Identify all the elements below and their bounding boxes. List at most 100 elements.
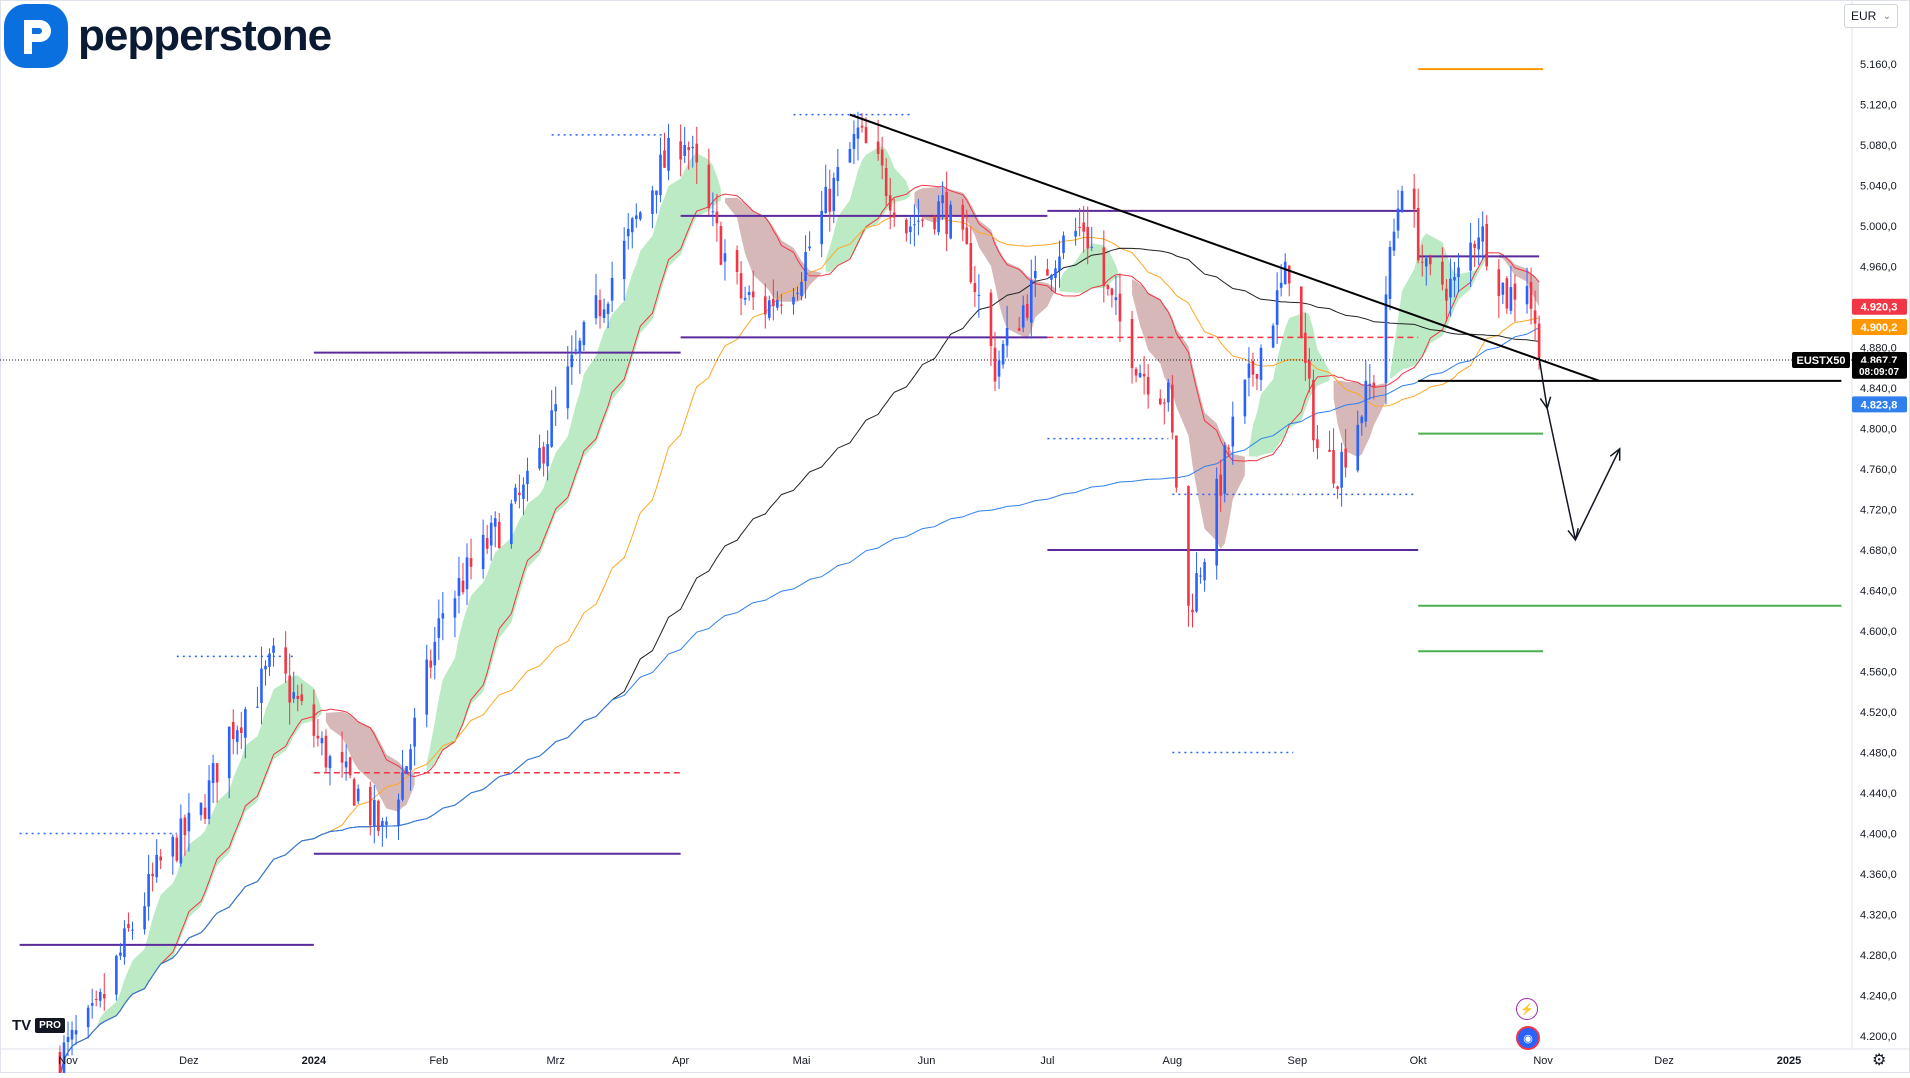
candle xyxy=(1090,246,1094,248)
candle xyxy=(187,812,191,832)
projection-arrow xyxy=(1546,408,1577,541)
candle xyxy=(179,818,183,864)
candle xyxy=(1445,288,1448,301)
tradingview-badge[interactable]: TV PRO xyxy=(12,1016,65,1034)
candle xyxy=(1505,278,1509,309)
candle xyxy=(292,692,296,699)
candle xyxy=(538,447,541,469)
logo-p-icon xyxy=(4,4,68,68)
candle xyxy=(1344,448,1347,468)
candle xyxy=(368,786,372,826)
candle xyxy=(888,195,892,211)
candle xyxy=(175,837,179,861)
ribbon-up xyxy=(426,153,721,772)
candle xyxy=(691,146,695,149)
candle xyxy=(119,952,122,956)
candle xyxy=(514,487,517,502)
trendline-layer xyxy=(849,113,1600,382)
y-tick-label: 4.600,0 xyxy=(1860,626,1897,638)
candle xyxy=(1005,328,1009,346)
candle xyxy=(1162,402,1166,404)
candle xyxy=(1509,287,1513,311)
candle xyxy=(1134,368,1138,376)
candle xyxy=(1412,188,1416,210)
candle xyxy=(356,788,360,802)
candle xyxy=(606,303,610,314)
candle xyxy=(969,243,973,283)
candle xyxy=(917,220,920,222)
candle xyxy=(1275,290,1279,325)
candle xyxy=(401,772,404,800)
candle xyxy=(1356,424,1360,471)
candle xyxy=(546,444,549,467)
candle xyxy=(1525,285,1529,305)
y-tick-label: 5.000,0 xyxy=(1860,221,1897,233)
price-labels: 4.920,34.900,24.867,708:09:074.823,8EUST… xyxy=(1792,298,1907,413)
x-tick-label: Sep xyxy=(1287,1055,1307,1067)
y-axis: 5.160,0 5.120,0 5.080,0 5.040,0 5.000,0 4.960… xyxy=(1860,59,1897,1043)
candle xyxy=(348,757,352,776)
candle xyxy=(780,304,783,306)
candle xyxy=(244,709,247,738)
levels xyxy=(0,68,1852,946)
candle xyxy=(123,928,126,958)
candle xyxy=(1138,373,1142,378)
y-tick-label: 4.520,0 xyxy=(1860,707,1897,719)
candle xyxy=(1287,265,1291,284)
trendline xyxy=(849,113,1600,382)
candle xyxy=(1110,288,1114,296)
candle xyxy=(1021,305,1025,328)
candle xyxy=(570,354,574,368)
candle xyxy=(767,300,771,318)
candle xyxy=(1078,227,1081,229)
price-tag xyxy=(1852,319,1907,336)
candle xyxy=(1130,318,1134,369)
candle xyxy=(62,1042,66,1077)
price-tag xyxy=(1852,298,1907,315)
candle xyxy=(457,578,461,596)
candle xyxy=(937,201,940,233)
candle xyxy=(510,503,513,545)
currency-select[interactable]: EUR ⌄ xyxy=(1844,4,1898,28)
candle xyxy=(808,246,811,249)
projection-arrow xyxy=(1538,357,1548,409)
candle xyxy=(864,126,868,144)
candle xyxy=(143,906,146,930)
y-tick-label: 4.880,0 xyxy=(1860,343,1897,355)
candle xyxy=(1118,293,1122,322)
candle xyxy=(1416,207,1420,261)
candle xyxy=(941,195,944,204)
globe-icon[interactable]: ◉ xyxy=(1516,1026,1540,1050)
candle xyxy=(485,538,489,549)
candle xyxy=(949,204,952,239)
candle xyxy=(1304,332,1307,363)
candle xyxy=(425,659,429,715)
candle xyxy=(1424,258,1428,267)
gear-icon[interactable]: ⚙ xyxy=(1872,1052,1887,1069)
candle xyxy=(268,653,271,667)
lightning-icon[interactable]: ⚡ xyxy=(1516,998,1538,1020)
candle xyxy=(300,694,304,702)
chart-status-icons: ⚡ ◉ xyxy=(1516,998,1540,1056)
y-tick-label: 4.640,0 xyxy=(1860,586,1897,598)
candle xyxy=(66,1036,70,1043)
candle xyxy=(655,190,658,196)
candle xyxy=(1050,275,1053,280)
candle xyxy=(679,141,682,160)
candle xyxy=(1396,208,1400,231)
candle xyxy=(989,292,993,347)
candle xyxy=(1106,284,1110,290)
candle xyxy=(115,955,118,995)
candle xyxy=(526,470,529,485)
candle xyxy=(824,186,828,213)
candle xyxy=(993,347,997,382)
candle xyxy=(639,212,642,220)
candle xyxy=(489,522,493,546)
candle xyxy=(147,873,150,907)
y-tick-label: 4.360,0 xyxy=(1860,869,1897,881)
candle xyxy=(469,558,473,567)
candle xyxy=(1279,282,1283,288)
ribbon-down xyxy=(1498,254,1540,307)
